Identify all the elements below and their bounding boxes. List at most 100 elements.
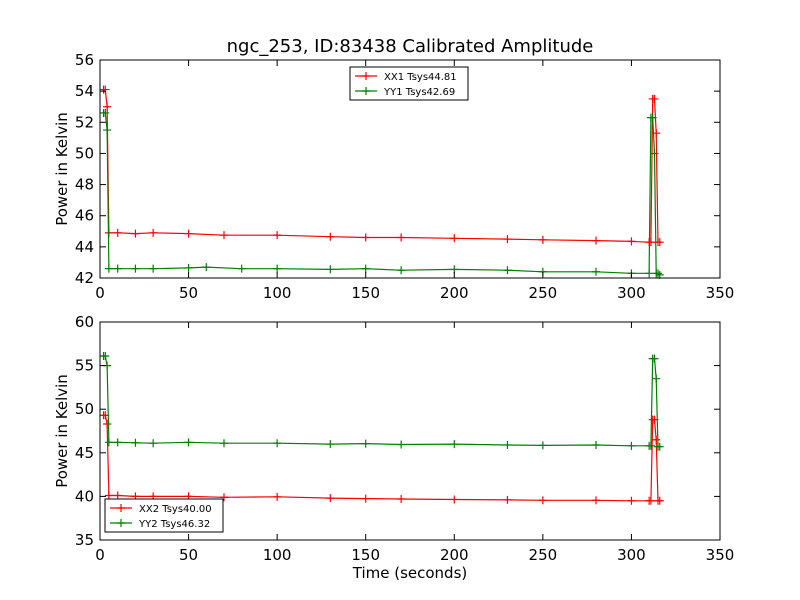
plot-0-xtick-label: 150 — [351, 284, 380, 302]
plot-0-ytick-label: 42 — [75, 269, 94, 287]
plot-0-series-1-point — [237, 264, 246, 273]
plot-1-series-0-point — [113, 491, 122, 500]
plot-0-legend-label-1: YY1 Tsys42.69 — [383, 87, 455, 98]
plot-1-series-1-point — [650, 354, 659, 363]
plot-1-ytick-label: 45 — [75, 444, 94, 462]
plot-0-series-1-point — [503, 266, 512, 275]
plot-0-series-0-point — [655, 238, 664, 247]
plot-0-series-1-point — [592, 267, 600, 276]
plot-1-xtick-label: 200 — [440, 546, 469, 564]
plot-0-series-0-point — [397, 233, 406, 242]
plot-0-xtick-label: 300 — [617, 284, 646, 302]
plot-0-xtick-label: 0 — [95, 284, 105, 302]
plot-1-xtick-label: 300 — [617, 546, 646, 564]
plot-0-legend-marker-1 — [362, 87, 370, 95]
plot-1-series-1-point — [326, 440, 335, 449]
plot-0-series-0-point — [361, 233, 370, 242]
plot-1-ytick-label: 35 — [75, 531, 94, 549]
plot-0-series-0-point — [273, 231, 282, 240]
plot-0-ytick-label: 54 — [75, 82, 94, 100]
plot-0-legend-marker-0 — [362, 72, 370, 80]
plot-1-ytick-label: 60 — [75, 313, 94, 331]
plot-0-xtick-label: 200 — [440, 284, 469, 302]
plot-0-series-0-point — [646, 238, 655, 247]
plot-0-series-0-point — [450, 234, 459, 243]
plot-1-series-0-point — [503, 495, 512, 504]
plot-1-series-0-point — [220, 493, 228, 502]
plot-0-series-1-point — [184, 263, 193, 272]
plot-1-series-1-point — [646, 441, 655, 450]
plot-1-legend-label-0: XX2 Tsys40.00 — [139, 504, 212, 515]
plot-0-series-1-point — [273, 264, 282, 273]
plot-0-xtick-label: 250 — [529, 284, 558, 302]
plot-bottom-legend: XX2 Tsys40.00 YY2 Tsys46.32 — [104, 498, 224, 533]
plot-1-series-0-point — [655, 496, 664, 505]
plot-1-series-0-point — [627, 496, 636, 505]
plot-0-ytick-label: 46 — [75, 207, 94, 225]
plot-1-series-1-point — [652, 374, 661, 383]
plot-1-ytick-label: 55 — [75, 357, 94, 375]
plot-1-series-1-point — [361, 439, 370, 448]
plot-0-series-1-point — [101, 108, 110, 117]
plot-1-series-0-point — [103, 420, 112, 429]
plot-1-series-0-point — [450, 495, 459, 504]
plot-1-xtick-label: 50 — [179, 546, 198, 564]
plot-bottom-frame — [99, 321, 721, 541]
plot-0-series-0-point — [101, 85, 110, 94]
plot-1-series-0-point — [592, 496, 600, 505]
plot-1-series-0-point — [397, 495, 406, 504]
plot-1-legend-label-1: YY2 Tsys46.32 — [138, 519, 210, 530]
plot-0-series-1-point — [131, 264, 140, 273]
plot-bottom-ylabel: Power in Kelvin — [53, 374, 71, 488]
plot-0-ytick-label: 50 — [75, 144, 94, 162]
plot-0-ytick-label: 44 — [75, 238, 94, 256]
plot-0-series-0-point — [149, 228, 158, 237]
plot-1-legend-marker-1 — [117, 519, 125, 527]
plot-1-xtick-label: 0 — [95, 546, 105, 564]
plot-1-series-0-point — [652, 435, 661, 444]
plot-0-series-1-point — [645, 269, 654, 278]
plot-0-series-1-point — [326, 265, 335, 274]
plot-0-series-0-point — [503, 235, 512, 244]
plot-0-series-1-point — [648, 113, 657, 122]
plot-0-series-1-point — [397, 266, 406, 275]
plot-0-legend-box — [349, 66, 469, 101]
plot-0-series-1-point — [202, 263, 211, 272]
plot-0-series-0-point — [627, 237, 636, 246]
plot-0-series-1-point — [654, 269, 662, 278]
plot-0-series-0-point — [184, 229, 193, 238]
plot-top-frame — [99, 59, 721, 279]
plot-0-series-0-point — [650, 94, 659, 103]
plot-1-legend-marker-0 — [117, 504, 125, 512]
plot-1-series-1-point — [538, 441, 547, 450]
plot-1-series-1-point — [131, 438, 140, 447]
plot-0-series-0-point — [103, 102, 112, 111]
plot-1-xtick-label: 350 — [706, 546, 735, 564]
plot-0-series-0-point — [538, 235, 547, 244]
plot-0-series-0-point — [592, 236, 600, 245]
plot-0-series-0-point — [113, 228, 122, 237]
plot-1-series-1-point — [627, 441, 636, 450]
plot-0-series-1-point — [361, 264, 370, 273]
plot-0-series-1-point — [104, 264, 113, 273]
plot-1-series-0-point — [646, 496, 655, 505]
plot-0-xtick-label: 50 — [179, 284, 198, 302]
plot-0-series-0-point — [131, 229, 140, 238]
plot-1-series-0-point — [538, 496, 547, 505]
plot-0-legend-label-0: XX1 Tsys44.81 — [384, 72, 457, 83]
plot-bottom-xlabel: Time (seconds) — [352, 564, 468, 582]
plot-0-series-1-point — [149, 264, 158, 273]
plot-0-series-0-point — [326, 232, 335, 241]
plot-0-ytick-label: 48 — [75, 176, 94, 194]
plot-1-series-0-point — [104, 491, 113, 500]
plot-1-series-1-point — [503, 440, 512, 449]
plot-1-series-1-point — [113, 438, 122, 447]
plot-top-ylabel: Power in Kelvin — [53, 112, 71, 226]
plot-1-series-1-point — [592, 440, 600, 449]
plot-0-series-1-point — [113, 264, 122, 273]
plot-1-series-1-point — [655, 442, 664, 451]
plot-1-series-1-point — [149, 439, 158, 448]
plot-1-series-0-point — [273, 492, 282, 501]
plot-1-series-1-point — [104, 438, 113, 447]
plot-0-ytick-label: 56 — [75, 51, 94, 69]
